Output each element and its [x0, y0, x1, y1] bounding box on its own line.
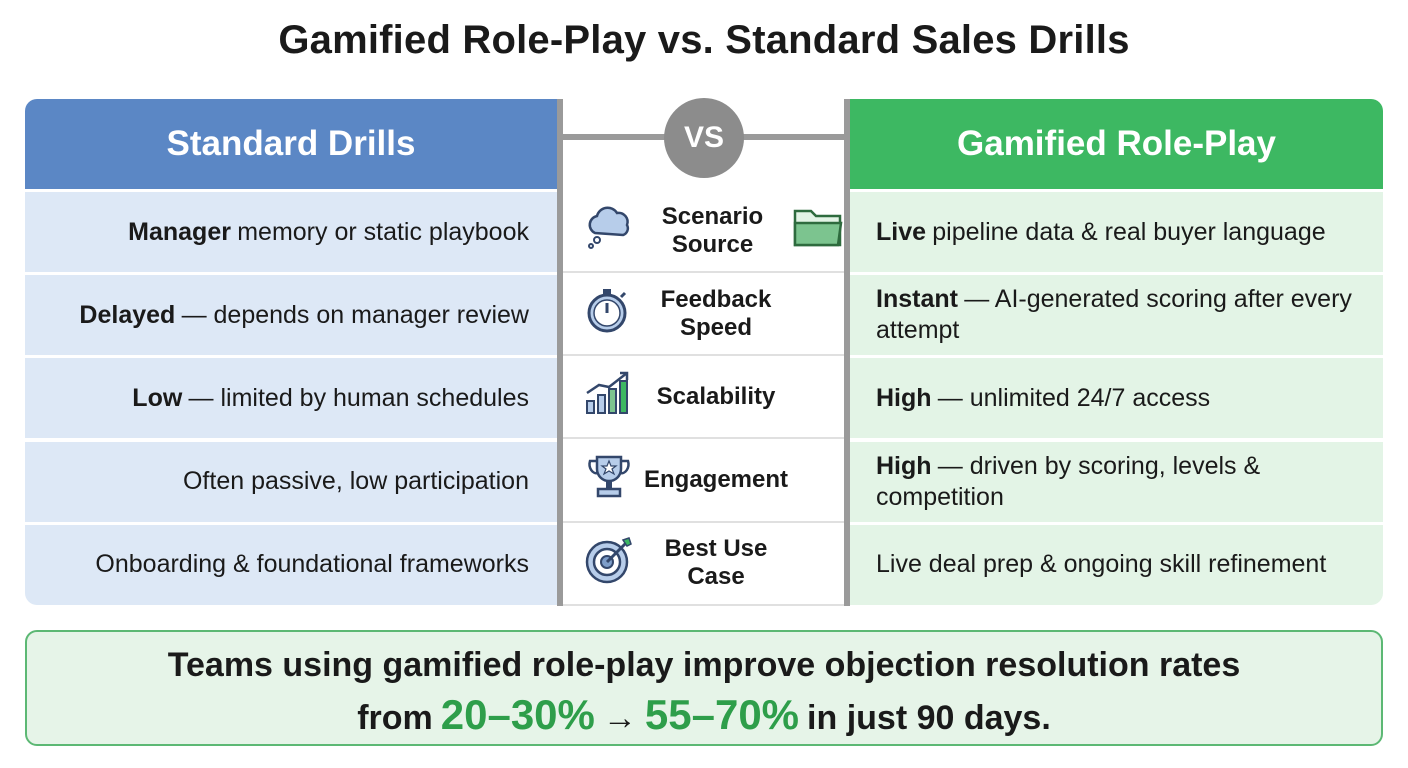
- left-cell: Often passive, low participation: [25, 441, 557, 522]
- vs-badge: VS: [664, 98, 744, 178]
- folder-icon: [784, 205, 844, 256]
- bold-term: High: [876, 383, 932, 412]
- criterion-cell: Engagement: [563, 439, 844, 523]
- criterion-label: Scalability: [656, 382, 776, 410]
- bold-term: Low: [132, 383, 183, 412]
- right-header: Gamified Role-Play: [850, 99, 1383, 189]
- footer-line: from 20–30% → 55–70% in just 90 days.: [27, 691, 1381, 739]
- description: — driven by scoring, levels & competitio…: [876, 451, 1261, 511]
- criterion-label: Feedback Speed: [660, 285, 772, 341]
- right-cell: Instant — AI-generated scoring after ever…: [850, 275, 1383, 356]
- footer-arrow: →: [602, 699, 637, 737]
- footer-text: in just 90 days.: [807, 699, 1051, 737]
- footer-stat: 20–30%: [440, 691, 595, 738]
- criterion-cell: Scenario Source: [563, 190, 844, 273]
- footer-line: Teams using gamified role-play improve o…: [167, 646, 1241, 684]
- description: Live deal prep & ongoing skill refinemen…: [876, 550, 1327, 579]
- cell-text: Low — limited by human schedules: [132, 384, 529, 413]
- bold-term: Manager: [128, 217, 231, 246]
- right-cell: Live deal prep & ongoing skill refinemen…: [850, 524, 1383, 605]
- left-cell: Manager memory or static playbook: [25, 192, 557, 272]
- criterion-label: Best Use Case: [664, 535, 768, 591]
- description: Onboarding & foundational frameworks: [95, 550, 529, 579]
- icon: [583, 203, 635, 258]
- bold-term: Instant: [876, 285, 958, 314]
- description: — AI-generated scoring after every attem…: [876, 285, 1352, 345]
- right-cell: High — unlimited 24/7 access: [850, 358, 1383, 439]
- left-header: Standard Drills: [25, 99, 557, 189]
- cell-text: Manager memory or static playbook: [128, 218, 529, 247]
- bold-term: Live: [876, 217, 927, 246]
- right-cell: High — driven by scoring, levels & compet…: [850, 441, 1383, 522]
- cell-text: Live pipeline data & real buyer language: [876, 217, 1326, 248]
- description: — depends on manager review: [181, 300, 529, 329]
- icon: [583, 369, 635, 424]
- bold-term: High: [876, 451, 932, 480]
- criterion-cell: Feedback Speed: [563, 273, 844, 357]
- cell-text: High — driven by scoring, levels & compet…: [876, 451, 1363, 513]
- left-cell: Onboarding & foundational frameworks: [25, 524, 557, 605]
- left-cell: Low — limited by human schedules: [25, 358, 557, 439]
- description: memory or static playbook: [237, 217, 529, 246]
- icon: [583, 534, 635, 593]
- left-cell: Delayed — depends on manager review: [25, 275, 557, 356]
- criterion-label: Engagement: [643, 466, 789, 494]
- footer-stat: 55–70%: [644, 691, 800, 738]
- criterion-label: Scenario Source: [661, 202, 764, 258]
- title: Gamified Role-Play vs. Standard Sales Dr…: [278, 18, 1130, 62]
- icon: [583, 451, 635, 510]
- bold-term: Delayed: [79, 300, 176, 329]
- cell-text: Instant — AI-generated scoring after ever…: [876, 284, 1363, 346]
- cell-text: High — unlimited 24/7 access: [876, 383, 1210, 414]
- description: Often passive, low participation: [182, 467, 529, 496]
- criterion-cell: Best Use Case: [563, 522, 844, 606]
- cell-text: Often passive, low participation: [183, 467, 529, 496]
- cell-text: Onboarding & foundational frameworks: [95, 550, 529, 579]
- description: pipeline data & real buyer language: [932, 217, 1326, 246]
- footer: Teams using gamified role-play improve o…: [25, 630, 1383, 746]
- right-cell: Live pipeline data & real buyer language: [850, 192, 1383, 272]
- description: — unlimited 24/7 access: [937, 383, 1211, 412]
- footer-text: from: [357, 699, 433, 737]
- cell-text: Delayed — depends on manager review: [79, 301, 529, 330]
- criterion-cell: Scalability: [563, 356, 844, 440]
- icon: [583, 284, 635, 343]
- cell-text: Live deal prep & ongoing skill refinemen…: [876, 549, 1326, 580]
- description: — limited by human schedules: [188, 383, 529, 412]
